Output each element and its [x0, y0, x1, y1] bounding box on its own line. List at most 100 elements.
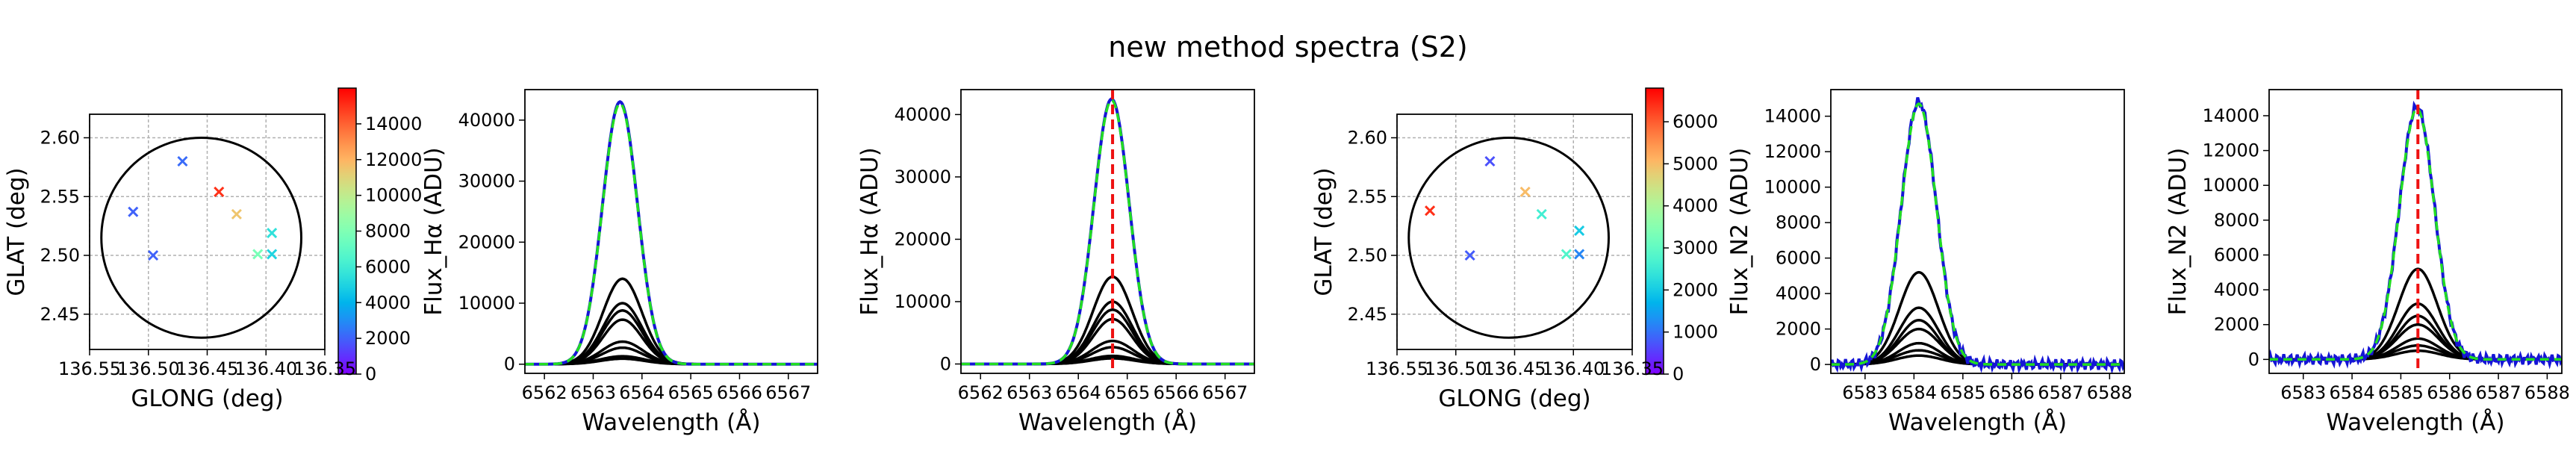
chart-flux-n2-observed-ytick-label: 0	[1810, 354, 1821, 375]
chart-flux-n2-shifted-ytick-label: 8000	[2214, 210, 2259, 231]
chart-flux-n2-observed-fit-line	[1831, 102, 2124, 366]
chart-flux-n2-observed-xtick-label: 6584	[1891, 382, 1937, 403]
chart-flux-n2-shifted-axes-frame	[2268, 89, 2563, 374]
chart-flux-ha-shifted-axes-frame	[960, 89, 1255, 374]
chart-flux-ha-observed-ylabel: Flux_Hα (ADU)	[420, 147, 447, 316]
chart-flux-ha-observed-component-line	[525, 302, 818, 366]
chart-flux-n2-shifted-xtick-label: 6583	[2280, 382, 2326, 403]
chart-position-map-ha-ytick-label: 2.60	[40, 128, 80, 149]
chart-flux-ha-observed-xtick-label: 6566	[717, 382, 762, 403]
chart-flux-ha-shifted-fit-line	[961, 99, 1254, 366]
chart-position-map-ha-cb-tick-label: 12000	[365, 149, 422, 170]
chart-position-map-n2-ylabel: GLAT (deg)	[1310, 167, 1337, 296]
chart-position-map-n2-cb-tick-label: 2000	[1673, 279, 1718, 300]
chart-flux-ha-observed-component-line	[525, 318, 818, 366]
chart-position-map-ha-xlabel: GLONG (deg)	[131, 385, 283, 412]
chart-flux-ha-shifted-component-line	[961, 339, 1254, 366]
chart-flux-ha-observed-plot-area	[525, 100, 818, 366]
chart-position-map-ha-point	[252, 249, 264, 260]
chart-flux-ha-observed-ytick-label: 0	[504, 354, 515, 375]
chart-flux-n2-shifted-ytick-label: 6000	[2214, 244, 2259, 265]
chart-position-map-ha-point	[214, 186, 225, 198]
chart-position-map-n2-point-stroke	[1574, 249, 1585, 260]
chart-position-map-ha-cb-tick-label: 0	[365, 364, 376, 385]
chart-flux-n2-shifted-ytick-label: 12000	[2203, 140, 2259, 161]
chart-flux-n2-observed-ytick-label: 4000	[1776, 283, 1821, 304]
chart-flux-n2-shifted-xlabel: Wavelength (Å)	[2326, 409, 2504, 436]
chart-flux-n2-observed-ylabel: Flux_N2 (ADU)	[1726, 148, 1753, 316]
chart-flux-n2-shifted-plot-area	[2269, 100, 2562, 370]
chart-flux-ha-shifted-ytick-label: 20000	[895, 228, 951, 249]
chart-flux-ha-shifted-xtick-label: 6563	[1007, 382, 1052, 403]
chart-position-map-n2-point-stroke	[1484, 155, 1496, 167]
chart-position-map-ha-point-stroke	[267, 249, 278, 260]
chart-position-map-ha-xtick-label: 136.50	[117, 358, 180, 379]
chart-position-map-ha-cb-tick-label: 14000	[365, 113, 422, 134]
chart-position-map-ha-point-stroke	[177, 155, 188, 167]
chart-position-map-ha-ylabel: GLAT (deg)	[3, 167, 30, 296]
chart-position-map-ha-point-stroke	[267, 228, 278, 239]
chart-flux-ha-observed-axes-frame	[524, 89, 818, 374]
chart-flux-ha-observed-xlabel: Wavelength (Å)	[582, 409, 760, 436]
chart-position-map-ha-cb-tick-label: 6000	[365, 256, 411, 277]
chart-position-map-ha-ytick-label: 2.50	[40, 245, 80, 266]
chart-position-map-n2-xlabel: GLONG (deg)	[1438, 385, 1590, 412]
chart-position-map-ha-point-stroke	[252, 249, 264, 260]
chart-position-map-n2-xtick-label: 136.40	[1542, 358, 1605, 379]
chart-position-map-ha-point	[231, 208, 242, 220]
chart-flux-n2-shifted-xtick-label: 6585	[2378, 382, 2424, 403]
chart-flux-n2-observed-ytick-label: 10000	[1764, 177, 1821, 198]
chart-flux-n2-shifted-ytick-label: 14000	[2203, 105, 2259, 126]
chart-position-map-ha-xtick-label: 136.40	[234, 358, 297, 379]
chart-flux-n2-observed-xlabel: Wavelength (Å)	[1888, 409, 2067, 436]
chart-flux-ha-observed-xtick-label: 6562	[522, 382, 567, 403]
chart-flux-n2-observed-ytick-label: 12000	[1764, 141, 1821, 162]
chart-position-map-n2-ytick-label: 2.50	[1348, 245, 1387, 266]
chart-position-map-ha-point	[128, 206, 139, 217]
chart-flux-n2-observed-observed-line	[1831, 97, 2124, 373]
chart-position-map-n2-xtick-label: 136.35	[1601, 358, 1664, 379]
chart-flux-ha-shifted-xtick-label: 6567	[1202, 382, 1248, 403]
chart-position-map-ha-xtick-label: 136.45	[176, 358, 239, 379]
chart-flux-ha-shifted-xtick-label: 6562	[958, 382, 1004, 403]
chart-position-map-ha-point-stroke	[147, 249, 159, 261]
chart-position-map-ha-cb-tick-label: 2000	[365, 328, 411, 349]
chart-position-map-ha-point-stroke	[128, 206, 139, 217]
chart-flux-n2-observed-axes-frame	[1830, 89, 2125, 374]
chart-position-map-n2-ytick-label: 2.60	[1348, 128, 1387, 149]
chart-flux-ha-observed-component-line	[525, 309, 818, 366]
chart-flux-n2-observed-ytick-label: 14000	[1764, 106, 1821, 127]
chart-flux-ha-shifted-ytick-label: 0	[940, 353, 951, 374]
chart-flux-ha-observed-observed-line	[525, 100, 818, 366]
chart-flux-n2-observed-xtick-label: 6588	[2087, 382, 2132, 403]
chart-position-map-n2-point	[1425, 205, 1436, 217]
chart-position-map-n2-point	[1574, 249, 1585, 260]
chart-flux-n2-observed-xtick-label: 6586	[1989, 382, 2035, 403]
chart-position-map-ha-cb-tick-label: 8000	[365, 221, 411, 242]
chart-flux-ha-shifted-plot-area	[961, 97, 1254, 366]
chart-position-map-n2-point-stroke	[1425, 205, 1436, 217]
chart-position-map-ha-point-stroke	[214, 186, 225, 198]
chart-flux-n2-observed-xtick-label: 6583	[1842, 382, 1888, 403]
chart-position-map-n2-cb-tick-label: 0	[1673, 364, 1684, 385]
chart-flux-n2-shifted-xtick-label: 6588	[2524, 382, 2570, 403]
chart-flux-n2-shifted-component-line	[2269, 323, 2562, 361]
chart-position-map-ha-point	[177, 155, 188, 167]
chart-position-map-n2-xtick-label: 136.55	[1366, 358, 1428, 379]
chart-flux-ha-shifted-xtick-label: 6564	[1056, 382, 1101, 403]
chart-flux-ha-shifted-ylabel: Flux_Hα (ADU)	[856, 147, 883, 316]
chart-flux-ha-observed-xtick-label: 6564	[619, 382, 665, 403]
chart-position-map-n2-ytick-label: 2.45	[1348, 304, 1387, 325]
chart-position-map-n2-point	[1484, 155, 1496, 167]
chart-flux-n2-observed-ytick-label: 2000	[1776, 319, 1821, 340]
chart-flux-ha-observed-xtick-label: 6567	[765, 382, 811, 403]
chart-position-map-n2-point	[1561, 249, 1572, 260]
chart-position-map-n2-xtick-label: 136.45	[1484, 358, 1546, 379]
chart-position-map-ha-xtick-label: 136.55	[58, 358, 121, 379]
chart-flux-n2-shifted-ytick-label: 10000	[2203, 175, 2259, 196]
chart-flux-ha-observed-component-line	[525, 277, 818, 366]
chart-position-map-ha-point-stroke	[231, 208, 242, 220]
chart-position-map-ha-point	[147, 249, 159, 261]
chart-position-map-n2-ytick-label: 2.55	[1348, 186, 1387, 207]
chart-position-map-n2-point-stroke	[1519, 186, 1531, 198]
